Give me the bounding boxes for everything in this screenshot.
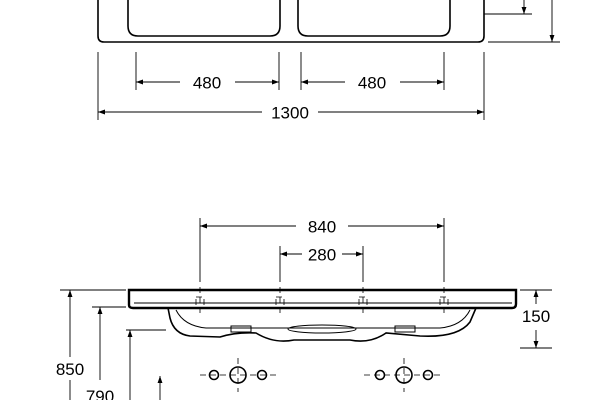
valve-icon — [374, 369, 386, 381]
valve-icon — [208, 369, 220, 381]
spout-icon — [229, 366, 247, 384]
tap-fixture-left — [200, 358, 280, 392]
dim-label-basin-right: 480 — [358, 74, 386, 93]
dim-label-height-top: 850 — [56, 360, 84, 379]
drain-outlet — [287, 324, 357, 334]
dim-label-height-lower: 790 — [86, 387, 114, 400]
front-view: 840 280 150 — [56, 218, 552, 400]
basin-underside — [167, 307, 477, 342]
left-basin-outline — [127, 0, 281, 37]
overflow-slot-left — [230, 325, 252, 333]
dim-label-overall-width: 1300 — [271, 104, 309, 123]
dim-label-basin-left: 480 — [193, 74, 221, 93]
dim-label-tap-inner: 280 — [308, 246, 336, 265]
top-view: 480 480 1300 — [97, 0, 560, 123]
dim-label-tap-outer: 840 — [308, 218, 336, 237]
overflow-slot-right — [394, 325, 416, 333]
right-basin-outline — [297, 0, 451, 37]
top-view-outline — [97, 0, 485, 43]
spout-icon — [395, 366, 413, 384]
tap-fixture-right — [364, 358, 444, 392]
tap-holes — [195, 287, 449, 316]
counter-slab — [127, 288, 518, 310]
basin-inner-curve — [175, 309, 471, 329]
dim-label-counter-thickness: 150 — [522, 307, 550, 326]
valve-icon — [422, 369, 434, 381]
valve-icon — [256, 369, 268, 381]
